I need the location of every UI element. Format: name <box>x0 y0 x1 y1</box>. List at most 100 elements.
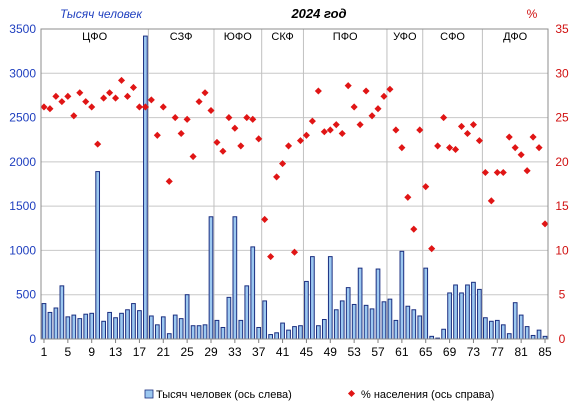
data-point <box>70 112 78 120</box>
bar <box>316 325 321 340</box>
bar <box>190 325 196 340</box>
y-left-tick-label: 3500 <box>9 22 36 36</box>
bar <box>339 300 345 340</box>
y-right-tick-label: 5 <box>559 288 566 302</box>
data-point <box>153 131 161 139</box>
data-point <box>326 126 334 134</box>
data-point <box>529 133 537 141</box>
bar <box>393 319 399 340</box>
bar <box>95 171 101 340</box>
bar <box>220 326 226 340</box>
data-point <box>189 153 197 161</box>
data-point <box>46 105 54 113</box>
y-right-tick-label: 10 <box>555 243 569 257</box>
plot-area: 0500100015002000250030003500051015202530… <box>9 22 569 359</box>
plot-frame <box>40 28 549 340</box>
bar <box>101 320 106 340</box>
bar <box>214 319 220 340</box>
data-point <box>147 96 155 104</box>
bar <box>119 312 124 340</box>
data-point <box>183 115 191 123</box>
legend: Тысяч человек (ось слева) % населения (о… <box>144 389 494 401</box>
x-tick-label: 73 <box>467 345 481 359</box>
legend-point-swatch <box>347 389 356 398</box>
data-point <box>517 151 525 159</box>
x-tick-label: 77 <box>491 345 505 359</box>
bar <box>530 334 536 340</box>
data-point <box>344 82 352 90</box>
data-point <box>52 92 60 100</box>
bar <box>262 300 268 340</box>
x-tick-label: 53 <box>347 345 361 359</box>
data-point <box>100 94 108 102</box>
data-point <box>171 114 179 122</box>
bar <box>107 311 112 340</box>
data-point <box>58 98 66 106</box>
bar <box>411 309 417 340</box>
bar <box>500 324 506 340</box>
data-point <box>88 103 96 111</box>
district-label: СФО <box>440 31 465 43</box>
bar <box>524 326 530 340</box>
bar <box>137 310 142 340</box>
data-point <box>94 140 102 148</box>
bar <box>459 292 464 340</box>
x-tick-label: 61 <box>395 345 409 359</box>
district-label: СКФ <box>271 31 293 43</box>
bar <box>89 312 95 340</box>
data-point <box>505 133 513 141</box>
x-tick-label: 9 <box>88 345 95 359</box>
bar <box>327 256 333 340</box>
data-point <box>392 126 400 134</box>
bar <box>41 303 47 340</box>
bar <box>417 315 423 340</box>
bar <box>125 309 130 340</box>
bar <box>506 333 512 340</box>
bar <box>268 334 273 340</box>
data-point <box>356 121 364 129</box>
bar <box>274 332 279 340</box>
x-tick-label: 29 <box>204 345 218 359</box>
data-point <box>511 144 519 152</box>
legend-bar-label: Тысяч человек (ось слева) <box>156 389 292 401</box>
data-point <box>368 112 376 120</box>
x-tick-label: 45 <box>300 345 314 359</box>
bar <box>387 298 393 340</box>
data-point <box>404 193 412 201</box>
bar <box>399 250 405 340</box>
district-label: ДФО <box>503 31 528 43</box>
bar <box>256 326 262 340</box>
data-point <box>279 160 287 168</box>
y-right-tick-label: 20 <box>555 155 569 169</box>
data-point <box>290 248 299 256</box>
data-point <box>523 167 531 175</box>
data-point <box>141 103 149 111</box>
bar <box>310 256 315 340</box>
bar <box>405 305 411 340</box>
y-left-tick-label: 1000 <box>9 243 36 257</box>
bar <box>196 325 202 340</box>
bar <box>208 216 214 340</box>
bar <box>65 316 71 340</box>
chart-title: 2024 год <box>290 6 346 21</box>
y-right-tick-label: 35 <box>555 22 569 36</box>
bar <box>202 324 208 340</box>
data-point <box>237 142 245 150</box>
x-tick-label: 25 <box>180 345 194 359</box>
bar <box>244 285 250 340</box>
data-point <box>422 183 430 191</box>
bar <box>232 216 238 340</box>
bar <box>351 303 357 340</box>
bar <box>184 294 190 340</box>
data-point <box>82 98 90 106</box>
bar <box>441 328 446 340</box>
x-tick-label: 17 <box>133 345 147 359</box>
data-point <box>499 168 507 177</box>
bar <box>453 284 458 340</box>
bar <box>333 309 339 340</box>
bar <box>148 315 154 340</box>
y-left-tick-label: 3000 <box>9 66 36 80</box>
y-left-tick-label: 0 <box>29 332 36 346</box>
y-left-tick-label: 500 <box>16 288 36 302</box>
